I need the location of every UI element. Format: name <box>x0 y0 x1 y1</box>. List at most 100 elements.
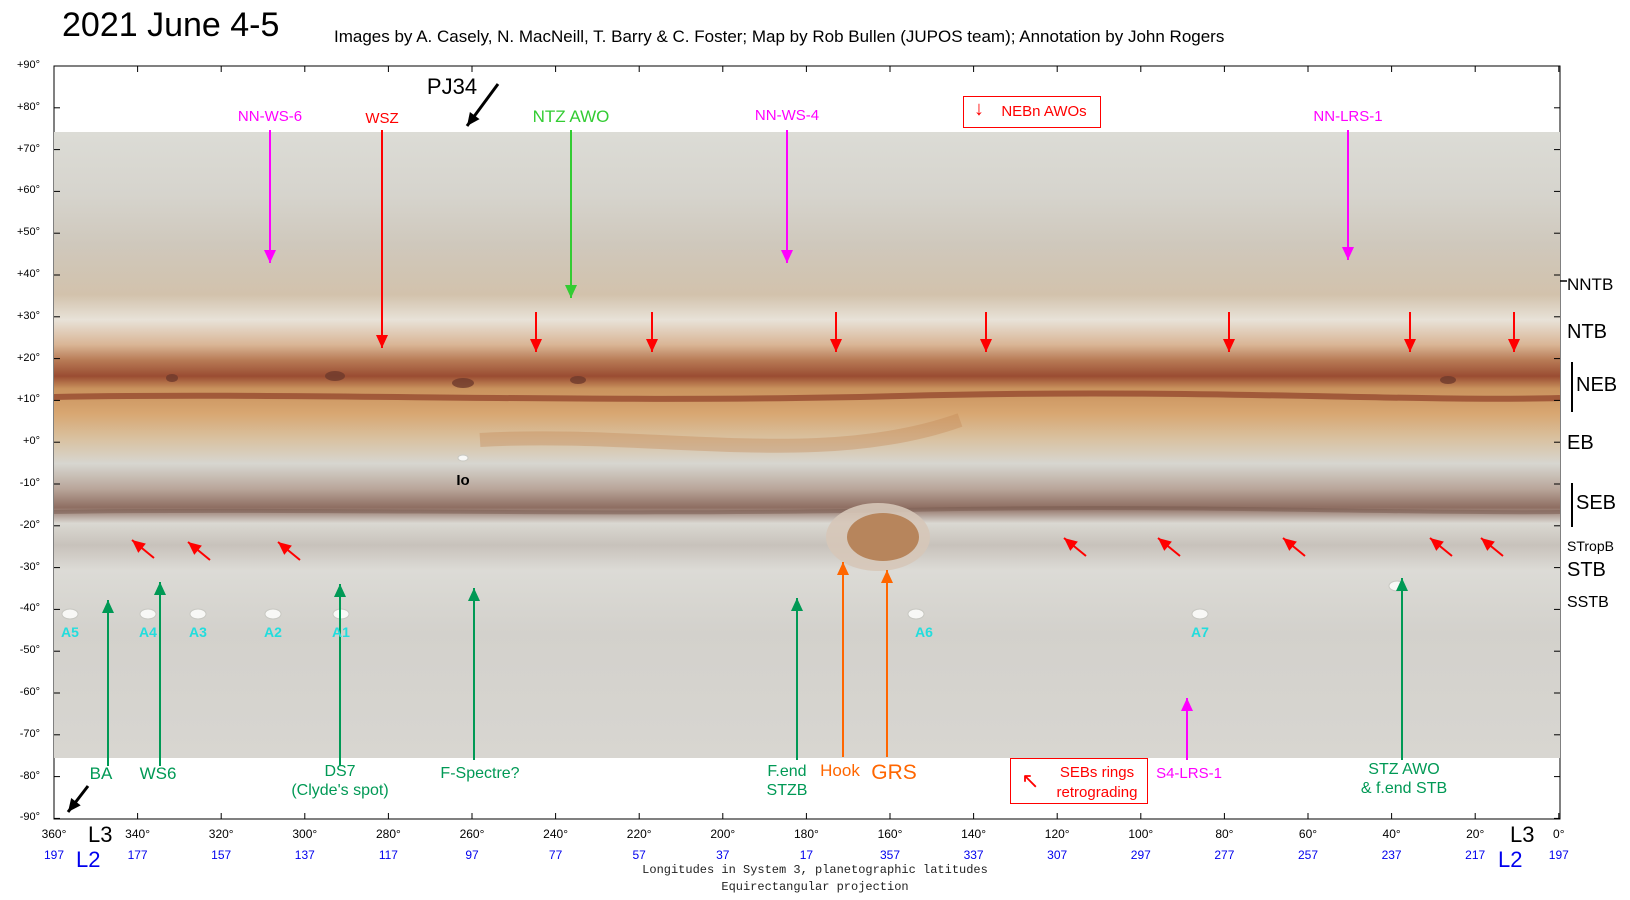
label-f-spectre: F-Spectre? <box>440 765 520 782</box>
sebs-rings-box: ↖ SEBs rings retrograding <box>1010 758 1148 804</box>
longitude-l2-label: 137 <box>294 848 315 862</box>
latitude-tick-label: -60° <box>19 686 40 698</box>
label-nn-ws-4: NN-WS-4 <box>754 107 820 124</box>
belt-nntb: NNTB <box>1567 275 1614 294</box>
credits-line: Images by A. Casely, N. MacNeill, T. Bar… <box>334 27 1225 46</box>
longitude-l2-label: 197 <box>1548 848 1569 862</box>
longitude-l3-label: 20° <box>1466 827 1485 841</box>
arrow-sebs-ring-1 <box>131 539 155 559</box>
label-ws6: WS6 <box>139 764 177 783</box>
label-nn-ws-6: NN-WS-6 <box>237 108 303 125</box>
label-s4-lrs-1: S4-LRS-1 <box>1156 765 1222 782</box>
latitude-tick-label: -10° <box>19 477 40 489</box>
label-sebs-rings: SEBs rings retrograding <box>1056 764 1138 801</box>
arrow-ntz-awo <box>565 130 577 298</box>
latitude-tick-label: -90° <box>19 811 40 824</box>
label-grs: GRS <box>871 761 917 784</box>
arrow-nebn-awo-5 <box>1223 312 1235 352</box>
belt-sstb: SSTB <box>1567 594 1609 611</box>
label-oval-a6: A6 <box>915 624 933 640</box>
arrow-nebn-awo-1 <box>530 312 542 352</box>
longitude-l2-label: 37 <box>716 848 730 862</box>
footnote-line-1: Longitudes in System 3, planetographic l… <box>642 863 988 877</box>
arrow-sebs-ring-6 <box>1282 537 1306 557</box>
latitude-tick-label: -40° <box>19 602 40 615</box>
label-hook: Hook <box>820 761 860 780</box>
longitude-l2-label: 77 <box>548 848 563 862</box>
longitude-l3-label: 320° <box>208 827 234 841</box>
l2-tag-right: L2 <box>1498 847 1523 872</box>
longitude-l3-label: 300° <box>292 827 318 841</box>
l3-tag-left: L3 <box>88 822 113 847</box>
belt-eb: EB <box>1567 432 1594 454</box>
latitude-tick-label: -80° <box>19 769 40 782</box>
belt-seb: SEB <box>1576 492 1617 514</box>
longitude-l3-label: 0° <box>1553 827 1565 841</box>
label-oval-a3: A3 <box>189 624 207 640</box>
label-ba: BA <box>89 764 113 783</box>
longitude-l3-label: 40° <box>1382 827 1401 841</box>
grs-core <box>847 513 919 561</box>
arrow-wsz <box>376 130 388 348</box>
arrow-sebs-ring-2 <box>187 541 211 561</box>
longitude-l3-label: 240° <box>543 827 569 841</box>
longitude-l2-label: 57 <box>632 848 646 862</box>
label-oval-a5: A5 <box>61 624 79 640</box>
latitude-tick-label: +40° <box>16 268 40 280</box>
label-nn-lrs-1: NN-LRS-1 <box>1313 108 1383 125</box>
label-oval-a2: A2 <box>264 624 282 640</box>
longitude-l2-label: 337 <box>963 848 984 862</box>
latitude-tick-label: +60° <box>16 184 40 197</box>
arrow-sebs-ring-5 <box>1157 537 1181 557</box>
longitude-l3-label: 80° <box>1215 827 1234 841</box>
footnote-line-2: Equirectangular projection <box>721 880 909 894</box>
latitude-tick-label: +30° <box>16 309 40 322</box>
label-f-end-stzb: F.end STZB <box>766 763 808 800</box>
latitude-tick-label: -50° <box>19 644 40 657</box>
arrow-nn-lrs-1 <box>1342 130 1354 260</box>
l2-tag-left: L2 <box>76 847 101 872</box>
belt-neb: NEB <box>1576 374 1618 396</box>
belt-stropb: STropB <box>1567 538 1614 554</box>
label-oval-a7: A7 <box>1191 624 1209 640</box>
arrow-nn-ws-4 <box>781 130 793 263</box>
longitude-l3-label: 120° <box>1044 827 1070 841</box>
label-stz-awo: STZ AWO & f.end STB <box>1360 761 1448 798</box>
latitude-tick-label: -70° <box>19 727 40 740</box>
arrow-f-end-stzb <box>791 598 803 760</box>
latitude-tick-label: +50° <box>16 226 40 239</box>
l3-tag-right: L3 <box>1510 822 1535 847</box>
longitude-l3-label: 360° <box>41 827 67 841</box>
arrow-f-spectre <box>468 588 480 760</box>
arrow-ds7 <box>334 584 346 766</box>
longitude-l2-label: 177 <box>127 848 148 862</box>
label-wsz: WSZ <box>365 110 399 127</box>
arrow-pj34 <box>465 83 500 127</box>
latitude-tick-label: +70° <box>16 142 40 155</box>
figure-title: 2021 June 4-5 <box>62 6 280 44</box>
label-ntz-awo: NTZ AWO <box>532 107 610 126</box>
label-nebn-awos: NEBn AWOs <box>1001 103 1087 120</box>
arrow-nebn-awo-4 <box>980 312 992 352</box>
label-pj34: PJ34 <box>426 74 478 99</box>
longitude-l3-label: 200° <box>710 827 736 841</box>
latitude-tick-label: +20° <box>16 351 40 364</box>
label-ds7: DS7 (Clyde's spot) <box>291 763 389 800</box>
latitude-tick-label: -20° <box>19 518 40 531</box>
longitude-l3-label: 100° <box>1128 827 1154 841</box>
arrow-nebn-awo-2 <box>646 312 658 352</box>
longitude-l2-label: 217 <box>1465 848 1486 862</box>
longitude-l3-label: 160° <box>877 827 903 841</box>
arrow-nebn-awo-3 <box>830 312 842 352</box>
arrow-s4-lrs-1 <box>1181 698 1193 760</box>
longitude-l2-label: 277 <box>1214 848 1235 862</box>
longitude-l2-label: 117 <box>378 848 398 862</box>
down-arrow-icon: ↓ <box>974 98 984 120</box>
latitude-tick-label: -30° <box>19 560 40 573</box>
longitude-l2-label: 17 <box>799 848 814 862</box>
belt-stb: STB <box>1567 559 1606 581</box>
arrow-sebs-ring-3 <box>277 541 301 561</box>
longitude-l2-label: 307 <box>1047 848 1068 862</box>
